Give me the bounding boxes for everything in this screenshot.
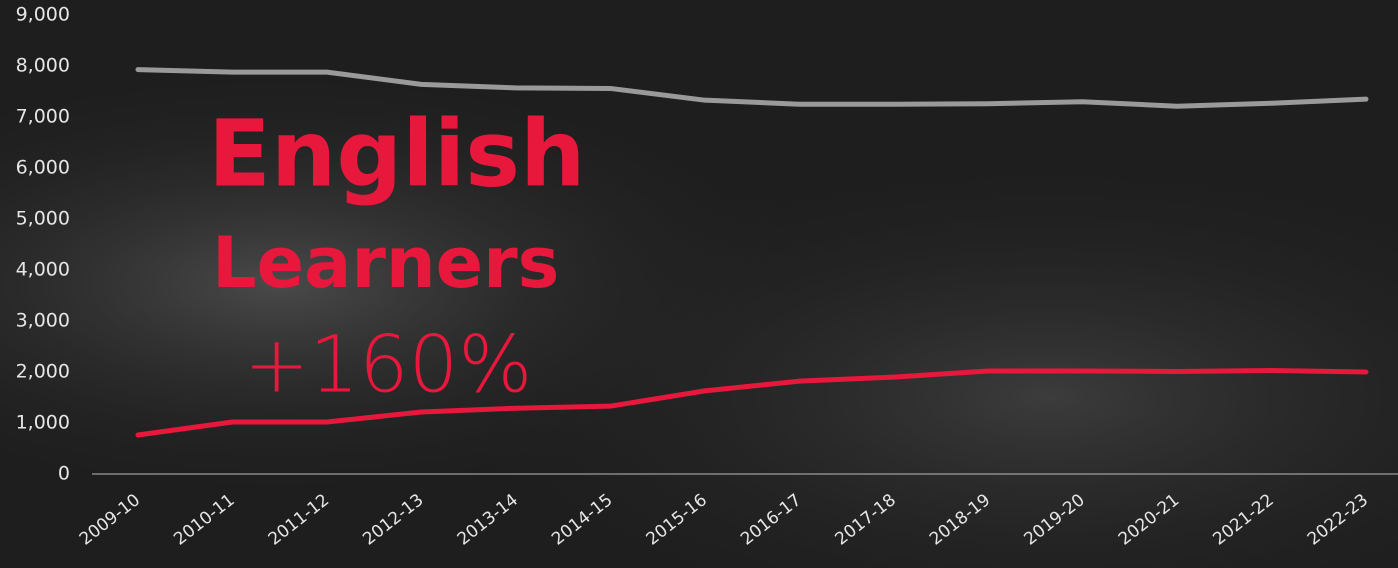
y-tick-label: 5,000	[16, 208, 70, 230]
y-tick-label: 1,000	[16, 412, 70, 434]
annotation: English	[208, 100, 586, 207]
annotation: Learners	[212, 222, 559, 304]
y-tick-label: 0	[58, 463, 70, 485]
y-tick-label: 6,000	[16, 157, 70, 179]
y-tick-label: 3,000	[16, 310, 70, 332]
line-series	[135, 367, 1369, 438]
y-tick-label: 8,000	[16, 55, 70, 77]
y-tick-label: 7,000	[16, 106, 70, 128]
y-tick-label: 2,000	[16, 361, 70, 383]
y-tick-label: 4,000	[16, 259, 70, 281]
annotation: +160%	[244, 321, 532, 411]
y-tick-label: 9,000	[16, 4, 70, 26]
line-series	[135, 67, 1369, 109]
